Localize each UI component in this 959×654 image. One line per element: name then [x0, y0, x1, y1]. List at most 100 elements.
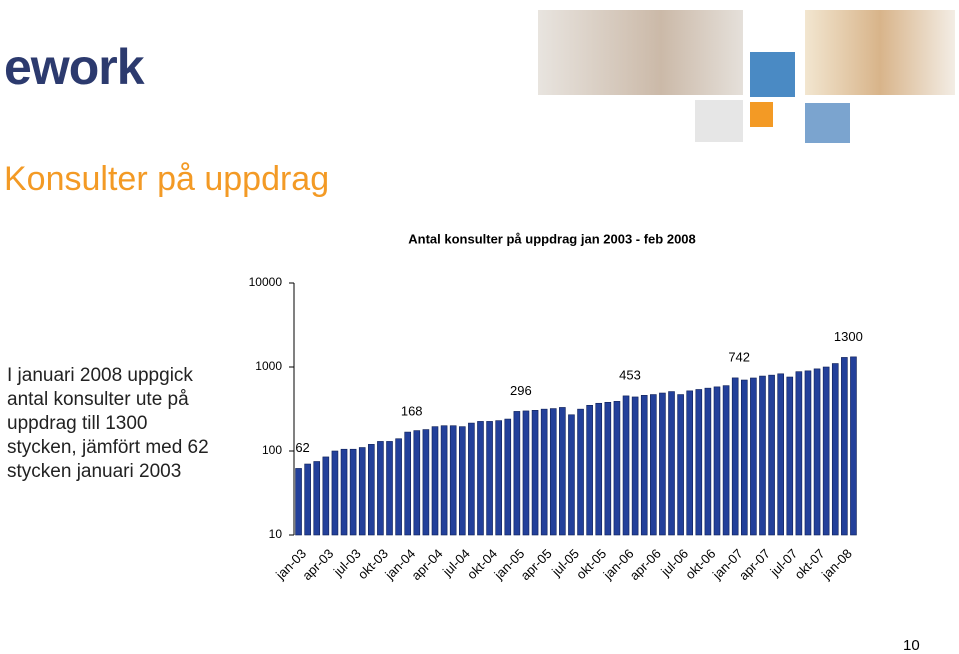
bar [486, 421, 493, 536]
x-tick-label: okt-06 [682, 546, 718, 582]
x-tick-label: okt-07 [791, 546, 827, 582]
bar [659, 392, 666, 536]
y-tick-label: 10000 [249, 275, 283, 289]
bar [804, 370, 812, 536]
bar [458, 426, 466, 536]
bar [750, 377, 757, 536]
bar [786, 376, 794, 536]
bar [349, 448, 357, 536]
bar [468, 422, 475, 536]
body-line: stycken, jämfört med 62 [7, 437, 209, 458]
x-tick-label: okt-03 [355, 546, 391, 582]
bar [822, 366, 830, 536]
body-text: I januari 2008 uppgick antal konsulter ut… [7, 364, 209, 484]
bar [304, 463, 311, 536]
bar [368, 444, 375, 536]
bar [622, 395, 630, 536]
bar [740, 379, 748, 536]
bar [813, 368, 821, 536]
body-line: I januari 2008 uppgick [7, 365, 193, 386]
bar [604, 401, 612, 536]
bar [640, 395, 648, 536]
bar [431, 426, 439, 536]
bar [631, 396, 639, 536]
bar [677, 394, 684, 536]
bar [777, 373, 784, 536]
bar [613, 401, 621, 536]
body-line: stycken januari 2003 [7, 461, 182, 482]
x-tick-label: apr-07 [736, 546, 773, 583]
y-tick-label: 1000 [255, 359, 282, 373]
x-tick-label: apr-05 [518, 546, 555, 583]
bar [586, 404, 593, 536]
bar [668, 391, 675, 536]
value-label: 1300 [834, 329, 863, 344]
bar [577, 408, 584, 536]
bar [513, 411, 521, 536]
value-label: 168 [401, 404, 423, 419]
heading: Konsulter på uppdrag [4, 160, 330, 198]
y-tick-label: 10 [269, 527, 283, 541]
bar [722, 385, 730, 536]
bar [358, 447, 366, 536]
bar [422, 429, 430, 536]
bar [759, 375, 766, 536]
bar [395, 438, 402, 536]
bar [522, 410, 530, 536]
bar [413, 430, 421, 536]
value-label: 62 [295, 440, 309, 455]
bar [531, 410, 539, 536]
body-line: uppdrag till 1300 [7, 413, 148, 434]
photo [805, 10, 955, 95]
chart-title: Antal konsulter på uppdrag jan 2003 - fe… [408, 231, 696, 246]
bar [650, 394, 657, 536]
x-tick-label: apr-03 [299, 546, 336, 583]
bar [295, 468, 302, 536]
bar [831, 363, 839, 536]
bar [331, 450, 339, 536]
bar [731, 377, 739, 536]
bar [377, 441, 384, 536]
y-tick-label: 100 [262, 443, 282, 457]
decor-square [750, 52, 795, 97]
bar [695, 389, 703, 536]
bar [704, 387, 712, 536]
bar [850, 356, 857, 536]
x-tick-label: okt-05 [573, 546, 609, 582]
bar [477, 421, 484, 536]
decor-square [805, 103, 850, 143]
bar [540, 408, 548, 536]
bar [386, 441, 393, 536]
bar [713, 386, 721, 536]
bar [841, 357, 848, 536]
bar [322, 456, 330, 536]
bar [768, 374, 775, 536]
bar [549, 408, 557, 536]
bar [504, 418, 512, 536]
x-tick-label: apr-04 [408, 546, 445, 583]
bar [686, 390, 694, 536]
decor-square [750, 102, 773, 127]
bar [313, 461, 321, 536]
x-tick-label: okt-04 [464, 546, 500, 582]
value-label: 296 [510, 383, 532, 398]
bar [404, 431, 412, 536]
body-line: antal konsulter ute på [7, 389, 189, 410]
page-number: 10 [903, 637, 920, 654]
photo [538, 10, 743, 95]
value-label: 453 [619, 367, 641, 382]
bar [340, 448, 348, 536]
bar [440, 425, 448, 536]
logo: ework [4, 39, 145, 95]
bar [795, 371, 803, 536]
x-tick-label: jan-08 [818, 546, 855, 583]
x-tick-label: apr-06 [627, 546, 664, 583]
bar [595, 402, 603, 536]
bar [568, 414, 575, 536]
bar [559, 407, 566, 536]
photo [695, 100, 743, 142]
bar [449, 425, 457, 536]
value-label: 742 [728, 349, 750, 364]
bar [495, 420, 502, 536]
